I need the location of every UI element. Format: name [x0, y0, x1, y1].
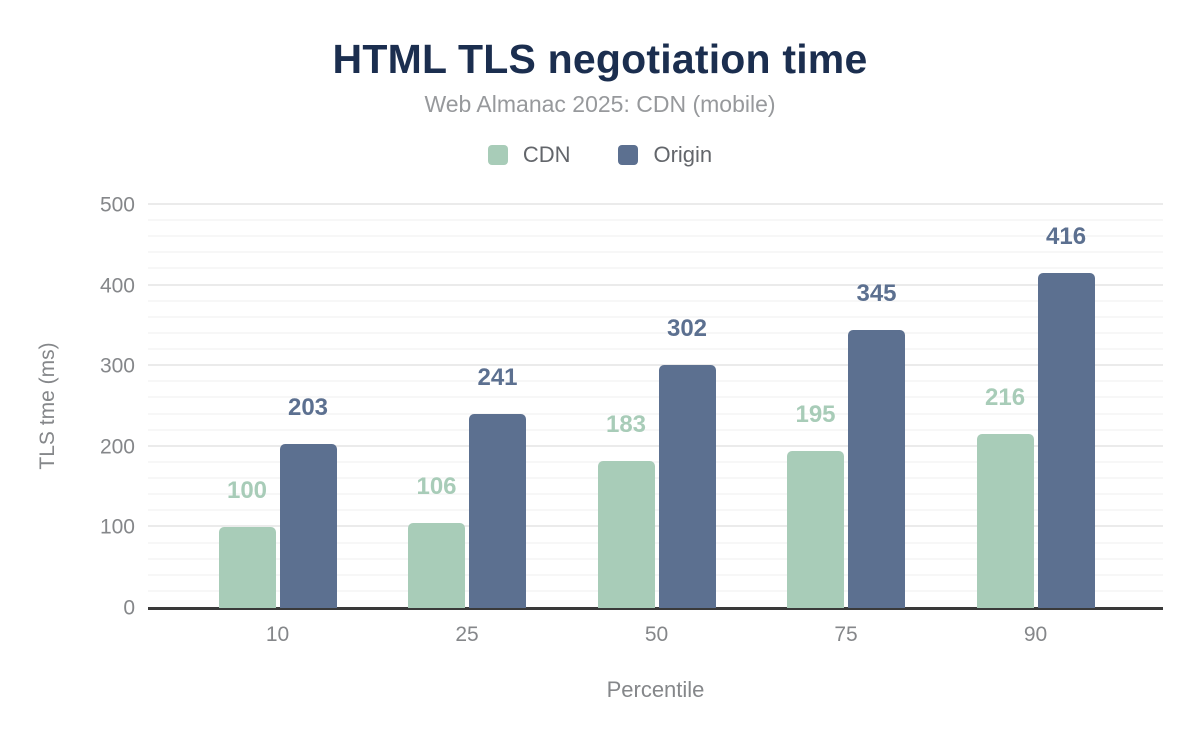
- minor-gridline: [148, 477, 1163, 480]
- bar-cdn-p25: [408, 522, 465, 608]
- y-tick-label-300: 300: [99, 354, 135, 378]
- legend-item-cdn: CDN: [487, 142, 571, 168]
- x-axis-title: Percentile: [606, 677, 705, 702]
- bar-origin-p10: [279, 444, 337, 608]
- bar-value-origin-p75: 345: [856, 279, 897, 307]
- y-tick-label-200: 200: [99, 435, 135, 459]
- bar-value-origin-p25: 241: [477, 363, 518, 391]
- y-axis-title: TLS tme (ms): [36, 342, 59, 470]
- plot-area: 0 100 200 300 400 500 100 203 10 106 241 25 183 302 50…: [100, 195, 1163, 646]
- bar-cdn-p75: [787, 450, 844, 608]
- bar-origin-p75: [848, 329, 905, 608]
- minor-gridline: [148, 509, 1163, 512]
- x-axis-line: [148, 607, 1163, 610]
- chart-subtitle: Web Almanac 2025: CDN (mobile): [424, 91, 776, 117]
- bar-group-p90: 216 416: [976, 205, 1095, 608]
- minor-gridline: [148, 315, 1163, 318]
- bar-slot-origin-p75: 345: [848, 281, 905, 608]
- bar-slot-origin-p10: 203: [279, 396, 337, 608]
- minor-gridline: [148, 348, 1163, 351]
- minor-gridline: [148, 219, 1163, 222]
- major-gridline: [148, 283, 1163, 286]
- minor-gridline: [148, 396, 1163, 399]
- x-tick-label-50: 50: [644, 623, 669, 646]
- major-gridline: [148, 525, 1163, 528]
- legend-label-cdn: CDN: [522, 142, 571, 167]
- legend-swatch-origin: [618, 145, 639, 165]
- legend-label-origin: Origin: [653, 142, 713, 167]
- y-tick-label-0: 0: [123, 596, 135, 620]
- x-tick-label-90: 90: [1023, 623, 1048, 646]
- minor-gridline: [148, 493, 1163, 496]
- major-gridline: [148, 444, 1163, 447]
- bar-origin-p25: [469, 413, 526, 608]
- minor-gridline: [148, 299, 1163, 302]
- bar-value-cdn-p10: 100: [226, 477, 268, 505]
- minor-gridline: [148, 412, 1163, 415]
- major-gridline: [148, 203, 1163, 205]
- minor-gridline: [148, 380, 1163, 383]
- bar-value-origin-p50: 302: [666, 314, 708, 342]
- bar-value-cdn-p25: 106: [416, 472, 457, 500]
- bar-group-p10: 100 203: [218, 205, 337, 608]
- major-gridline: [148, 364, 1163, 367]
- bar-value-cdn-p50: 183: [605, 410, 647, 438]
- bar-origin-p90: [1037, 272, 1095, 608]
- y-tick-label-400: 400: [99, 274, 135, 298]
- bar-group-p50: 183 302: [597, 205, 716, 608]
- bar-group-p25: 106 241: [408, 205, 526, 608]
- minor-gridline: [148, 428, 1163, 431]
- bar-value-origin-p90: 416: [1045, 222, 1087, 250]
- x-tick-label-75: 75: [834, 623, 858, 646]
- x-tick-label-10: 10: [265, 623, 290, 646]
- bar-value-cdn-p90: 216: [984, 383, 1026, 411]
- bar-value-origin-p10: 203: [287, 394, 329, 422]
- bar-origin-p50: [658, 364, 716, 608]
- legend: CDN Origin: [0, 142, 1200, 168]
- bar-cdn-p10: [218, 527, 276, 608]
- minor-gridline: [148, 460, 1163, 463]
- minor-gridline: [148, 541, 1163, 544]
- minor-gridline: [148, 267, 1163, 270]
- minor-gridline: [148, 573, 1163, 576]
- bar-slot-cdn-p10: 100: [218, 479, 276, 608]
- minor-gridline: [148, 589, 1163, 592]
- minor-gridline: [148, 557, 1163, 560]
- minor-gridline: [148, 251, 1163, 254]
- bar-slot-origin-p25: 241: [469, 365, 526, 608]
- bar-group-p75: 195 345: [787, 205, 905, 608]
- bar-cdn-p90: [976, 433, 1034, 608]
- legend-swatch-cdn: [487, 145, 508, 165]
- legend-item-origin: Origin: [618, 142, 712, 168]
- bar-slot-origin-p90: 416: [1037, 224, 1095, 608]
- bar-cdn-p50: [597, 460, 655, 608]
- bar-slot-cdn-p90: 216: [976, 385, 1034, 608]
- minor-gridline: [148, 331, 1163, 334]
- minor-gridline: [148, 235, 1163, 238]
- x-tick-label-25: 25: [455, 623, 479, 646]
- bar-value-cdn-p75: 195: [795, 400, 836, 428]
- y-tick-label-100: 100: [99, 515, 135, 539]
- y-tick-label-500: 500: [99, 193, 135, 217]
- bar-slot-cdn-p75: 195: [787, 402, 844, 608]
- bar-slot-origin-p50: 302: [658, 316, 716, 608]
- chart-title: HTML TLS negotiation time: [332, 36, 868, 82]
- bar-slot-cdn-p25: 106: [408, 474, 465, 608]
- bar-slot-cdn-p50: 183: [597, 412, 655, 608]
